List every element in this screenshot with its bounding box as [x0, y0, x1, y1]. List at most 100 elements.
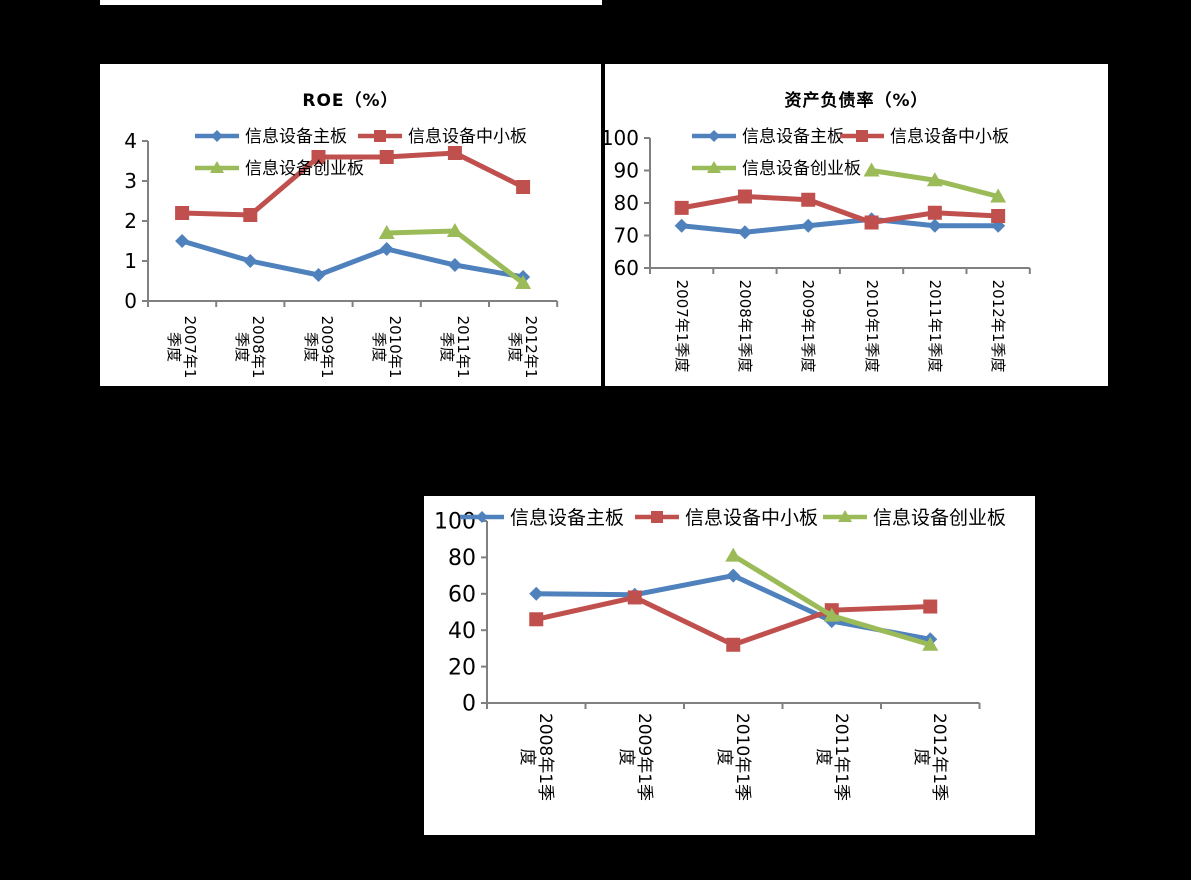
legend-item-1: 信息设备中小板 — [635, 507, 818, 529]
x-axis-label: 2012年1季度 — [989, 279, 1008, 373]
legend-item-2: 信息设备创业板 — [692, 159, 861, 179]
series-0-marker — [311, 268, 326, 282]
legend-marker — [856, 130, 868, 142]
y-axis-tick-label: 100 — [434, 510, 476, 535]
x-axis-label: 2009年1 季度 — [301, 315, 336, 379]
series-1-marker — [175, 206, 190, 220]
legend-marker — [651, 511, 663, 523]
y-axis-tick-label: 40 — [448, 619, 476, 644]
series-2-marker — [990, 188, 1007, 203]
legend-marker — [476, 511, 488, 523]
legend-item-2: 信息设备创业板 — [195, 159, 364, 179]
legend-item-1: 信息设备中小板 — [840, 127, 1009, 147]
x-axis-label: 2007年1季度 — [672, 279, 691, 373]
chart-title: 资产负债率（%） — [784, 91, 929, 111]
series-line-1 — [533, 594, 933, 648]
y-axis-tick-label: 80 — [614, 191, 639, 215]
legend-marker — [210, 161, 224, 173]
x-axis-label: 2011年1季度 — [925, 279, 944, 373]
legend-label: 信息设备主板 — [245, 127, 347, 147]
x-axis-label: 2010年1季度 — [862, 279, 881, 373]
series-1-marker — [311, 150, 326, 164]
series-2-marker — [863, 162, 880, 177]
series-1-marker — [627, 590, 642, 605]
x-axis-label: 2008年1季度 — [735, 279, 754, 373]
series-1-marker — [243, 208, 258, 222]
series-1-marker — [737, 189, 752, 204]
legend-item-1: 信息设备中小板 — [358, 127, 527, 147]
series-0-marker — [674, 218, 689, 233]
x-axis-label: 2009年1季度 — [799, 279, 818, 373]
series-1-marker — [379, 150, 394, 164]
x-axis-label: 2007年1 季度 — [165, 315, 200, 379]
series-2-marker — [378, 225, 395, 239]
chart-title: ROE（%） — [302, 91, 399, 111]
legend-label: 信息设备中小板 — [685, 507, 818, 529]
y-axis-tick-label: 4 — [124, 129, 137, 153]
series-1-marker — [674, 200, 689, 215]
legend-label: 信息设备创业板 — [245, 159, 364, 179]
series-0-marker — [737, 225, 752, 240]
roe-chart-panel: ROE（%） 0 1 2 3 4 信息设备主板 信息设备中小板信息设备创业板 2007年1 … — [100, 64, 601, 386]
y-axis-tick-label: 90 — [614, 159, 639, 183]
series-2-marker — [446, 223, 463, 237]
series-1-marker — [927, 205, 942, 220]
y-axis-tick-label: 0 — [124, 289, 137, 313]
y-axis-tick-label: 100 — [605, 126, 639, 150]
y-axis-tick-label: 3 — [124, 169, 137, 193]
y-axis-tick-label: 60 — [614, 256, 639, 280]
x-axis-label: 2012年1季 度 — [911, 712, 950, 802]
x-axis-label: 2008年1 季度 — [233, 315, 268, 379]
legend-label: 信息设备创业板 — [742, 159, 861, 179]
series-0-marker — [726, 568, 741, 583]
legend-label: 信息设备主板 — [510, 507, 624, 529]
series-1-marker — [801, 192, 816, 207]
series-0-marker — [801, 218, 816, 233]
legend-marker — [374, 130, 386, 142]
bottom-chart-canvas: 0 20 40 60 80 100 信息设备主板 信息设备中小板 信息设备创业板 — [434, 507, 1006, 717]
x-axis-label: 2009年1季 度 — [615, 712, 654, 802]
series-line-0 — [179, 238, 526, 280]
y-axis-tick-label: 60 — [448, 583, 476, 608]
x-axis-label: 2010年1季 度 — [714, 712, 753, 802]
legend-marker — [211, 130, 223, 142]
series-1-marker — [864, 215, 879, 230]
series-2-marker — [922, 636, 939, 651]
x-axis-label: 2011年1季 度 — [812, 712, 851, 802]
legend-item-0: 信息设备主板 — [692, 127, 844, 147]
x-axis-label: 2012年1 季度 — [506, 315, 541, 379]
y-axis-tick-label: 1 — [124, 249, 137, 273]
legend-marker — [838, 510, 852, 522]
series-1-marker — [516, 180, 531, 194]
legend-marker — [708, 130, 720, 142]
series-line-1 — [679, 193, 1001, 226]
series-line-0 — [679, 216, 1001, 235]
series-1-marker — [447, 146, 462, 160]
series-0-marker — [175, 234, 190, 248]
series-1-marker — [923, 599, 938, 614]
legend-item-0: 信息设备主板 — [460, 507, 624, 529]
y-axis-tick-label: 80 — [448, 546, 476, 571]
y-axis-tick-label: 70 — [614, 224, 639, 248]
legend-label: 信息设备创业板 — [873, 507, 1006, 529]
debt-ratio-chart-panel: 资产负债率（%） 60 70 80 90 100 信息设备主板 信息设备中小板信息设备创业板… — [605, 64, 1108, 386]
legend-marker — [707, 161, 721, 173]
legend-label: 信息设备中小板 — [890, 127, 1009, 147]
x-axis-label: 2011年1 季度 — [437, 315, 472, 379]
legend-label: 信息设备主板 — [742, 127, 844, 147]
y-axis-tick-label: 20 — [448, 655, 476, 680]
series-0-marker — [447, 258, 462, 272]
y-axis-tick-label: 2 — [124, 209, 137, 233]
series-0-marker — [927, 218, 942, 233]
legend-label: 信息设备中小板 — [408, 127, 527, 147]
series-1-marker — [529, 612, 544, 627]
series-2-marker — [725, 547, 742, 562]
bottom-chart-panel: 0 20 40 60 80 100 信息设备主板 信息设备中小板 信息设备创业板 2008年1季… — [424, 496, 1035, 835]
x-axis-label: 2010年1 季度 — [369, 315, 404, 379]
series-1-marker — [991, 209, 1006, 223]
series-1-marker — [726, 637, 741, 652]
series-2-marker — [515, 275, 532, 289]
